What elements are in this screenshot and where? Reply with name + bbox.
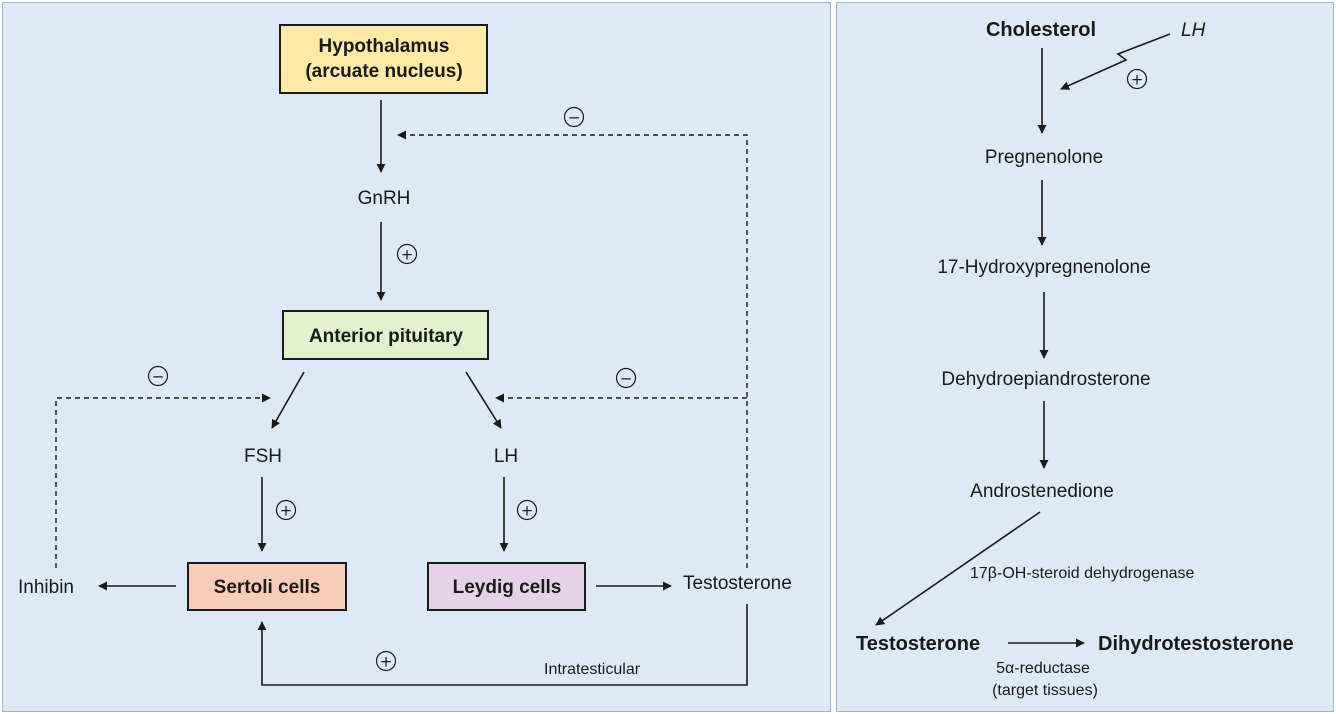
hypothalamus-label-line2: (arcuate nucleus) <box>305 61 462 82</box>
5a-reductase-label: 5α-reductase <box>996 660 1090 677</box>
steroidogenesis-panel <box>836 2 1334 712</box>
svg-text:+: + <box>1131 71 1144 89</box>
plus-sign-lh-stimulus: + <box>1126 68 1148 90</box>
dihydrotestosterone-label: Dihydrotestosterone <box>1098 633 1294 655</box>
plus-sign-lh: + <box>516 499 538 521</box>
cholesterol-label: Cholesterol <box>986 19 1096 41</box>
svg-text:+: + <box>401 246 414 264</box>
sertoli-cells-label: Sertoli cells <box>214 577 321 598</box>
minus-sign-inhibin: − <box>147 365 169 387</box>
plus-sign-gnrh: + <box>396 243 418 265</box>
intratesticular-arrow <box>257 604 748 686</box>
inhibin-label: Inhibin <box>18 577 74 598</box>
leydig-cells-label: Leydig cells <box>453 577 562 598</box>
arrow-pituitary-to-lh <box>465 371 502 429</box>
lh-stimulus-label: LH <box>1181 20 1206 41</box>
hypothalamus-box <box>279 24 488 94</box>
gnrh-label: GnRH <box>358 188 411 209</box>
minus-sign-hypothalamus-feedback: − <box>563 106 585 128</box>
hypothalamus-node: Hypothalamus (arcuate nucleus) <box>279 24 488 94</box>
arrow-androstenedione-to-testosterone <box>875 511 1041 626</box>
anterior-pituitary-box <box>282 310 489 360</box>
sertoli-cells-node: Sertoli cells <box>187 562 347 611</box>
fsh-label: FSH <box>244 446 282 467</box>
plus-sign-intratesticular: + <box>375 650 397 672</box>
svg-text:+: + <box>380 653 393 671</box>
svg-text:+: + <box>521 502 534 520</box>
svg-text:−: − <box>620 370 633 388</box>
17-hydroxypregnenolone-label: 17-Hydroxypregnenolone <box>937 257 1150 278</box>
testosterone-product-label: Testosterone <box>856 633 980 655</box>
lh-label: LH <box>494 446 518 467</box>
svg-text:−: − <box>152 368 165 386</box>
lh-stimulus-arrow <box>1060 33 1171 90</box>
androstenedione-label: Androstenedione <box>970 481 1114 502</box>
plus-sign-fsh: + <box>275 499 297 521</box>
sertoli-cells-box <box>187 562 347 611</box>
arrow-pituitary-to-fsh <box>271 371 305 429</box>
testosterone-label: Testosterone <box>683 573 792 594</box>
anterior-pituitary-label: Anterior pituitary <box>309 326 464 347</box>
intratesticular-label: Intratesticular <box>544 661 641 678</box>
target-tissues-label: (target tissues) <box>992 682 1098 699</box>
minus-sign-lh-feedback: − <box>615 367 637 389</box>
testosterone-feedback-to-hypothalamus <box>397 130 748 568</box>
anterior-pituitary-node: Anterior pituitary <box>282 310 489 360</box>
17b-dehydrogenase-label: 17β-OH-steroid dehydrogenase <box>970 565 1195 582</box>
svg-text:−: − <box>568 109 581 127</box>
dehydroepiandrosterone-label: Dehydroepiandrosterone <box>941 369 1150 390</box>
hypothalamus-label-line1: Hypothalamus <box>319 36 450 57</box>
leydig-cells-node: Leydig cells <box>427 562 586 611</box>
leydig-cells-box <box>427 562 586 611</box>
pregnenolone-label: Pregnenolone <box>985 147 1103 168</box>
svg-text:+: + <box>280 502 293 520</box>
inhibin-feedback-dashed-arrow <box>55 393 271 568</box>
